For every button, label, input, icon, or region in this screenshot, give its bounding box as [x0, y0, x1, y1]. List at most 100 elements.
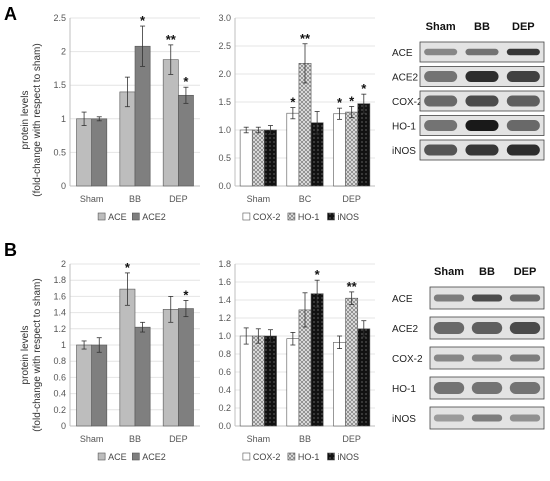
- legend-swatch: [242, 212, 251, 221]
- y-tick-label: 1.6: [53, 291, 66, 301]
- legend: ACE ACE2: [97, 452, 166, 462]
- blot-lane-label: BB: [474, 21, 490, 33]
- y-tick-label: 0: [61, 421, 66, 431]
- y-tick-label: 0.0: [218, 181, 231, 191]
- chart-b-right: 0.0 0.2 0.4 0.6 0.8 1.0 1.2 1.4 1.6 1.8 Sham * BB ** D…: [218, 259, 375, 462]
- y-tick-label: 1.5: [218, 97, 231, 107]
- y-tick-label: 0.2: [53, 405, 66, 415]
- y-tick-label: 1.0: [218, 125, 231, 135]
- y-tick-label: 2: [61, 47, 66, 57]
- blot-band: [506, 95, 540, 107]
- significance-star: **: [300, 31, 311, 46]
- y-axis-title-b: protein levels (fold-change with respect…: [20, 278, 43, 431]
- blot-row-label-ho-1: HO-1: [392, 384, 416, 395]
- y-tick-label: 0.4: [218, 385, 231, 395]
- blot-band: [509, 381, 541, 395]
- bar-inos-dep: [357, 103, 371, 187]
- legend: ACE ACE2: [97, 212, 166, 222]
- bar-ace-sham: [76, 344, 92, 427]
- bar-ace2-sham: [91, 344, 108, 427]
- y-tick-label: 0.8: [53, 356, 66, 366]
- blot-band: [465, 48, 499, 56]
- blot-band: [471, 321, 503, 335]
- legend-swatch: [97, 212, 106, 221]
- y-tick-label: 1.2: [218, 313, 231, 323]
- y-tick-label: 1.4: [53, 308, 66, 318]
- x-tick-label: Sham: [247, 434, 271, 444]
- bar-cox-2-bb: [286, 338, 300, 427]
- bar-cox-2-sham: [239, 129, 253, 187]
- blot-lane-label: DEP: [512, 21, 535, 33]
- legend-swatch: [132, 212, 140, 221]
- significance-star: *: [140, 13, 146, 28]
- blot-row-label-cox-2: COX-2: [392, 354, 423, 365]
- y-tick-label: 1.6: [218, 277, 231, 287]
- significance-star: *: [337, 95, 343, 110]
- blot-band: [424, 120, 458, 131]
- y-axis-title-b-line2: (fold-change with respect to sham): [32, 278, 43, 431]
- bar-ace2-dep: [178, 94, 194, 187]
- bar-inos-sham: [264, 335, 277, 427]
- blot-band: [433, 294, 465, 302]
- x-tick-label: DEP: [342, 194, 361, 204]
- blot-band: [471, 294, 503, 302]
- blot-b-blot: Sham BB DEP ACE ACE2 COX-2 HO-1 iNOS: [392, 266, 545, 430]
- blot-band: [471, 414, 503, 422]
- bar-ho-1-dep: [345, 111, 359, 187]
- blot-band: [433, 354, 465, 362]
- blots-layer: Sham BB DEP ACE ACE2 COX-2 HO-1 iNOS Sham BB DEP AC…: [392, 21, 545, 430]
- blot-row-label-cox-2: COX-2: [392, 97, 423, 108]
- legend-label-inos: iNOS: [338, 212, 360, 222]
- significance-star: **: [347, 279, 358, 294]
- blot-row-label-ace: ACE: [392, 294, 413, 305]
- blot-row-label-ho-1: HO-1: [392, 122, 416, 133]
- significance-star: *: [290, 95, 296, 110]
- blot-band: [465, 120, 499, 131]
- significance-star: *: [183, 74, 189, 89]
- blot-band: [424, 95, 458, 107]
- blot-band: [465, 71, 499, 82]
- y-tick-label: 1: [61, 340, 66, 350]
- legend-swatch: [327, 452, 335, 461]
- x-tick-label: BB: [129, 434, 141, 444]
- y-tick-label: 3.0: [218, 13, 231, 23]
- legend-swatch: [327, 212, 335, 221]
- bar-inos-sham: [264, 129, 277, 187]
- legend: COX-2 HO-1 iNOS: [242, 212, 360, 222]
- bar-cox-2-sham: [239, 335, 253, 427]
- blot-row-label-ace2: ACE2: [392, 73, 419, 84]
- bar-ace2-dep: [178, 308, 194, 427]
- y-tick-label: 0.2: [218, 403, 231, 413]
- legend-label-ho-1: HO-1: [298, 212, 320, 222]
- legend: COX-2 HO-1 iNOS: [242, 452, 359, 462]
- x-tick-label: BC: [299, 194, 312, 204]
- x-tick-label: BB: [129, 194, 141, 204]
- blot-band: [506, 48, 540, 56]
- bar-ace-dep: [162, 309, 179, 427]
- bar-ace-bb: [119, 288, 136, 427]
- blot-a-blot: Sham BB DEP ACE ACE2 COX-2 HO-1 iNOS: [392, 21, 545, 161]
- blot-band: [506, 71, 540, 82]
- y-axis-title-a-line1: protein levels: [20, 91, 31, 150]
- blot-band: [509, 321, 541, 335]
- legend-label-ace: ACE: [108, 452, 127, 462]
- legend-label-ace2: ACE2: [142, 452, 166, 462]
- blot-band: [424, 144, 458, 156]
- blot-band: [433, 321, 465, 335]
- legend-label-ho-1: HO-1: [298, 452, 320, 462]
- legend-label-ace2: ACE2: [142, 212, 166, 222]
- blot-band: [465, 95, 499, 107]
- y-tick-label: 2.5: [53, 13, 66, 23]
- bar-ho-1-dep: [345, 297, 359, 427]
- x-tick-label: Sham: [80, 434, 104, 444]
- y-tick-label: 1.2: [53, 324, 66, 334]
- chart-b-left: 00.20.40.60.811.21.41.61.82Sham*BB*DEPAC…: [53, 259, 200, 462]
- x-tick-label: Sham: [247, 194, 271, 204]
- blot-lane-label: Sham: [434, 266, 464, 278]
- x-tick-label: BB: [299, 434, 311, 444]
- blot-band: [433, 414, 465, 422]
- bar-ace2-bb: [134, 45, 151, 187]
